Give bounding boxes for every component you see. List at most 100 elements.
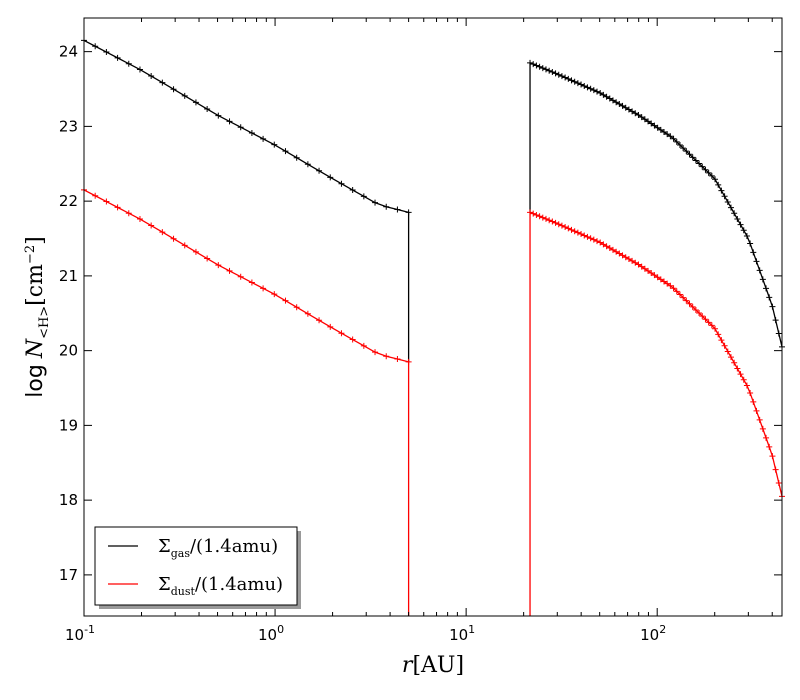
series-gas-marker xyxy=(676,141,683,148)
series-dust-marker xyxy=(192,248,199,255)
series-dust-marker xyxy=(282,297,289,304)
series-dust-marker xyxy=(136,216,143,223)
y-tick-label: 17 xyxy=(59,566,78,584)
series-gas-marker xyxy=(271,141,278,148)
series-dust-marker xyxy=(549,218,556,225)
series-gas-marker xyxy=(597,90,604,97)
series-gas-marker xyxy=(769,303,776,310)
series-gas-marker xyxy=(696,160,703,167)
series-gas-marker xyxy=(673,138,680,145)
y-axis-label-prefix: log xyxy=(23,364,48,398)
series-dust-marker xyxy=(613,248,620,255)
series-dust-marker xyxy=(740,376,747,383)
series-gas-marker xyxy=(689,154,696,161)
series-gas-marker xyxy=(204,106,211,113)
series-dust-marker xyxy=(775,479,782,486)
series-gas-marker xyxy=(215,112,222,119)
series-gas-marker xyxy=(616,101,623,108)
series-gas-marker xyxy=(549,69,556,76)
series-gas-marker xyxy=(622,104,629,111)
series-dust-marker xyxy=(349,336,356,343)
series-dust-marker xyxy=(625,256,632,263)
series-gas-marker xyxy=(734,215,741,222)
series-gas-marker xyxy=(237,124,244,131)
y-axis-label: log N<H>[cm−2] xyxy=(23,236,52,397)
series-gas-marker xyxy=(293,154,300,161)
series-dust-marker xyxy=(597,239,604,246)
y-axis-label-unit: [cm xyxy=(23,264,48,306)
series-dust-marker xyxy=(763,434,770,441)
series-gas-marker xyxy=(542,66,549,73)
series-gas-marker xyxy=(724,198,731,205)
y-tick-label: 23 xyxy=(59,117,78,135)
series-gas-marker xyxy=(727,204,734,211)
series-dust-marker xyxy=(574,229,581,236)
series-gas-marker xyxy=(159,79,166,86)
ticks-layer xyxy=(83,18,782,616)
series-dust-marker xyxy=(125,210,132,217)
series-dust-marker xyxy=(641,265,648,272)
series-gas-marker xyxy=(260,135,267,142)
series-gas-marker xyxy=(533,62,540,69)
series-dust-marker xyxy=(536,213,543,220)
y-axis-label-var: N xyxy=(23,338,48,359)
series-dust-marker xyxy=(394,356,401,363)
series-dust-marker xyxy=(587,235,594,242)
series-dust-marker xyxy=(769,453,776,460)
series-dust-marker xyxy=(660,278,667,285)
series-gas-marker xyxy=(737,221,744,228)
series-dust-marker xyxy=(743,382,750,389)
series-dust-marker xyxy=(712,325,719,332)
series-dust-marker xyxy=(759,425,766,432)
series-dust-marker xyxy=(724,348,731,355)
series-gas-marker xyxy=(148,73,155,80)
series-gas-marker xyxy=(571,78,578,85)
series-dust-marker xyxy=(622,254,629,261)
legend: Σgas/(1.4amu) Σdust/(1.4amu) xyxy=(94,526,301,609)
series-gas-marker xyxy=(527,59,534,66)
series-dust-marker xyxy=(737,371,744,378)
series-dust-marker xyxy=(635,261,642,268)
series-dust-marker xyxy=(170,235,177,242)
series-dust-marker xyxy=(204,255,211,262)
series-dust-marker xyxy=(721,342,728,349)
series-gas-marker xyxy=(282,148,289,155)
series-gas-marker xyxy=(635,112,642,119)
series-dust-marker xyxy=(676,291,683,298)
series-dust-marker xyxy=(673,288,680,295)
series-dust-marker xyxy=(271,291,278,298)
series-gas-marker xyxy=(606,95,613,102)
series-gas-marker xyxy=(750,249,757,256)
series-gas-marker xyxy=(92,43,99,50)
series-gas-marker xyxy=(692,157,699,164)
series-gas-marker xyxy=(641,116,648,123)
series-dust-marker xyxy=(734,365,741,372)
series-gas-marker xyxy=(759,276,766,283)
series-gas-marker xyxy=(740,227,747,234)
y-tick-label: 19 xyxy=(59,416,78,434)
series-dust-marker xyxy=(667,282,674,289)
series-gas-marker xyxy=(181,92,188,99)
series-gas-marker xyxy=(651,122,658,129)
series-gas-marker xyxy=(667,133,674,140)
series-gas-marker xyxy=(584,84,591,91)
series-gas-marker xyxy=(705,169,712,176)
series-dust-marker xyxy=(405,358,412,365)
series-gas-marker xyxy=(226,118,233,125)
series-gas-marker xyxy=(136,66,143,73)
series-dust-marker xyxy=(304,310,311,317)
series-gas-marker xyxy=(772,317,779,324)
plot-background xyxy=(84,18,782,616)
legend-box xyxy=(94,526,298,606)
series-gas-marker xyxy=(600,91,607,98)
series-dust-marker xyxy=(562,224,569,231)
x-axis-label: r[AU] xyxy=(402,653,464,678)
series-gas-marker xyxy=(699,163,706,170)
x-tick-label: 10-1 xyxy=(65,623,95,644)
series-gas-marker xyxy=(683,148,690,155)
series-dust-marker xyxy=(360,342,367,349)
y-axis-label-unit-close: ] xyxy=(23,236,48,245)
series-gas-marker xyxy=(645,118,652,125)
data-layer xyxy=(81,37,785,616)
